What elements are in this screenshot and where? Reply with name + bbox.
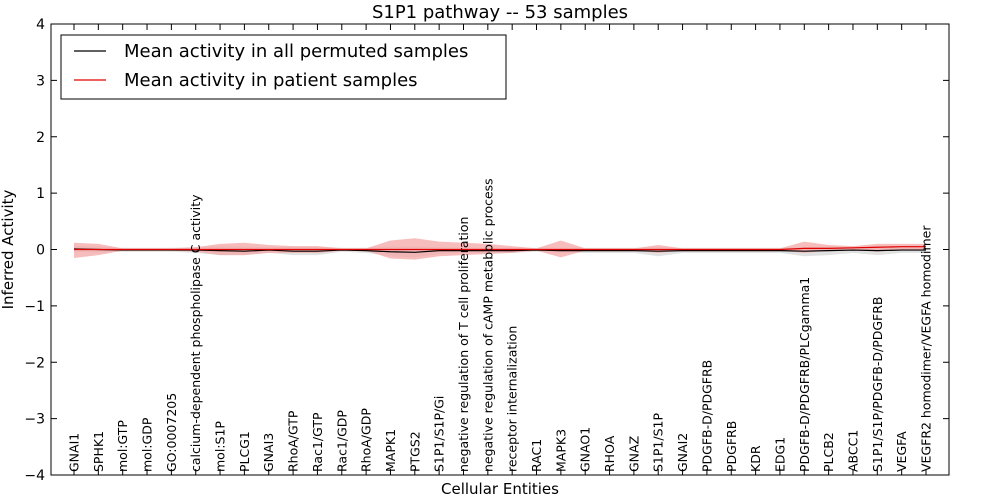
x-tick-label: GO:0007205 [164,393,179,472]
legend-box [60,34,507,100]
x-tick-label: PTGS2 [407,431,422,472]
x-tick-label: GNAI1 [67,433,82,472]
x-tick-label: KDR [748,445,763,472]
x-tick-label: S1P1/S1P [651,413,666,472]
x-tick-label: S1P1/S1P/Gi [432,396,447,472]
x-tick-label: mol:GTP [115,420,130,472]
x-axis-label: Cellular Entities [441,480,559,498]
x-tick-label: negative regulation of cAMP metabolic pr… [480,178,495,472]
x-tick-label: MAPK3 [553,429,568,472]
x-tick-label: VEGFR2 homodimer/VEGFA homodimer [919,225,934,472]
series-lines [73,246,926,253]
x-tick-label: receptor internalization [505,326,520,472]
x-tick-label: RhoA/GTP [286,410,301,472]
x-tick-label: PDGFRB [724,421,739,472]
y-tick-label: −4 [24,468,45,484]
x-tick-label: SPHK1 [91,431,106,472]
line-patient [74,246,926,251]
y-tick-label: 0 [36,243,45,259]
y-axis-label: Inferred Activity [0,189,17,309]
y-tick-label: 1 [36,186,45,202]
x-tick-labels: GNAI1 SPHK1 mol:GTP mol:GDP GO:0007205 calciu… [67,178,934,472]
x-tick-label: GNAZ [626,436,641,472]
x-tick-label: calcium-dependent phospholipase C activi… [188,194,203,472]
line-permuted [73,248,926,253]
x-tick-label: PLCB2 [821,432,836,472]
y-tick-label: −2 [24,355,45,371]
legend: Mean activity in all permuted samples Me… [60,34,507,100]
y-tick-label: 3 [36,73,45,89]
x-tick-label: PDGFB-D/PDGFRB [699,360,714,472]
x-tick-label: Rac1/GTP [310,412,325,472]
legend-label-patient: Mean activity in patient samples [124,70,418,91]
x-tick-label: GNAO1 [578,427,593,472]
x-tick-label: mol:GDP [140,417,155,472]
x-tick-label: GNAI2 [675,433,690,472]
x-tick-label: Rac1/GDP [334,410,349,472]
x-tick-label: mol:S1P [213,421,228,472]
x-tick-label: RHOA [602,435,617,472]
x-tick-label: RhoA/GDP [359,408,374,472]
x-tick-label: RAC1 [529,439,544,472]
x-tick-label: GNAI3 [261,433,276,472]
y-tick-label: −1 [24,299,45,315]
y-tick-label: −3 [24,412,45,428]
x-tick-label: ABCC1 [845,430,860,472]
x-tick-label: PLCG1 [237,431,252,472]
plot-frame [50,23,950,476]
x-tick-label: EDG1 [772,437,787,472]
y-tick-label: 4 [36,17,45,33]
legend-label-permuted: Mean activity in all permuted samples [124,41,468,62]
x-tick-label: VEGFA [894,431,909,472]
x-tick-label: S1P1/S1P/PDGFB-D/PDGFRB [870,297,885,473]
y-tick-label: 2 [36,130,45,146]
x-tick-label: PDGFB-D/PDGFRB/PLCgamma1 [797,277,812,472]
x-tick-label: negative regulation of T cell proliferat… [456,217,471,472]
chart-title: S1P1 pathway -- 53 samples [372,2,628,23]
x-tick-label: MAPK1 [383,429,398,472]
y-tick-labels: −4 −3 −2 −1 0 1 2 3 4 [24,17,45,484]
